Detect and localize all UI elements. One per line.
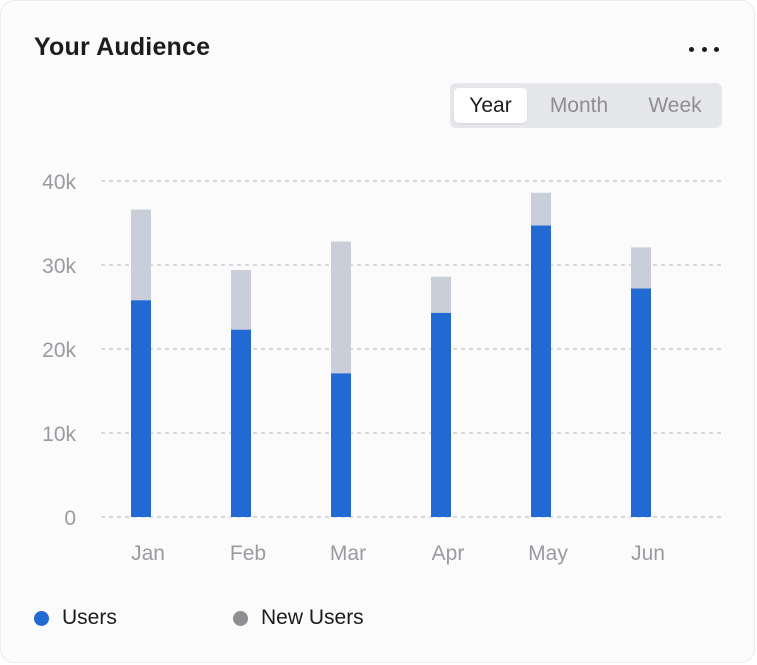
bar-new-users [331, 241, 351, 374]
bar-new-users [531, 192, 551, 226]
x-tick-label: May [528, 542, 568, 565]
audience-bar-chart: 0 10k 20k 30k 40k Jan Feb Mar Apr May Jun [42, 171, 722, 565]
x-tick-label: Jan [131, 542, 165, 565]
x-tick-label: Feb [230, 542, 266, 565]
legend-item-users: Users [34, 606, 117, 630]
bar-users [331, 373, 351, 517]
legend-new-users-dot [233, 610, 248, 626]
y-tick-label: 30k [42, 255, 76, 278]
y-tick-label: 10k [42, 423, 76, 446]
legend-users-label: Users [62, 606, 117, 629]
legend-item-new-users: New Users [233, 606, 364, 630]
bar-users [131, 300, 151, 517]
bar-users [531, 225, 551, 517]
more-options-icon[interactable] [689, 41, 719, 57]
bar-new-users [431, 276, 451, 313]
x-tick-label: Jun [631, 542, 665, 565]
tab-week[interactable]: Week [648, 94, 702, 117]
bar-new-users [631, 247, 651, 289]
card-title: Your Audience [34, 33, 211, 61]
y-tick-label: 40k [42, 171, 76, 194]
legend-users-dot [34, 610, 49, 626]
bar-new-users [131, 209, 151, 301]
tab-year[interactable]: Year [454, 88, 527, 123]
tab-month[interactable]: Month [549, 94, 609, 117]
bar-users [431, 312, 451, 517]
bar-users [231, 329, 251, 517]
x-tick-label: Mar [330, 542, 366, 565]
x-tick-label: Apr [432, 542, 465, 565]
legend-new-users-label: New Users [261, 606, 364, 629]
y-tick-label: 0 [64, 507, 76, 530]
y-tick-label: 20k [42, 339, 76, 362]
bar-new-users [231, 270, 251, 330]
bar-users [631, 288, 651, 517]
period-toggle: Year Month Week [450, 83, 722, 128]
